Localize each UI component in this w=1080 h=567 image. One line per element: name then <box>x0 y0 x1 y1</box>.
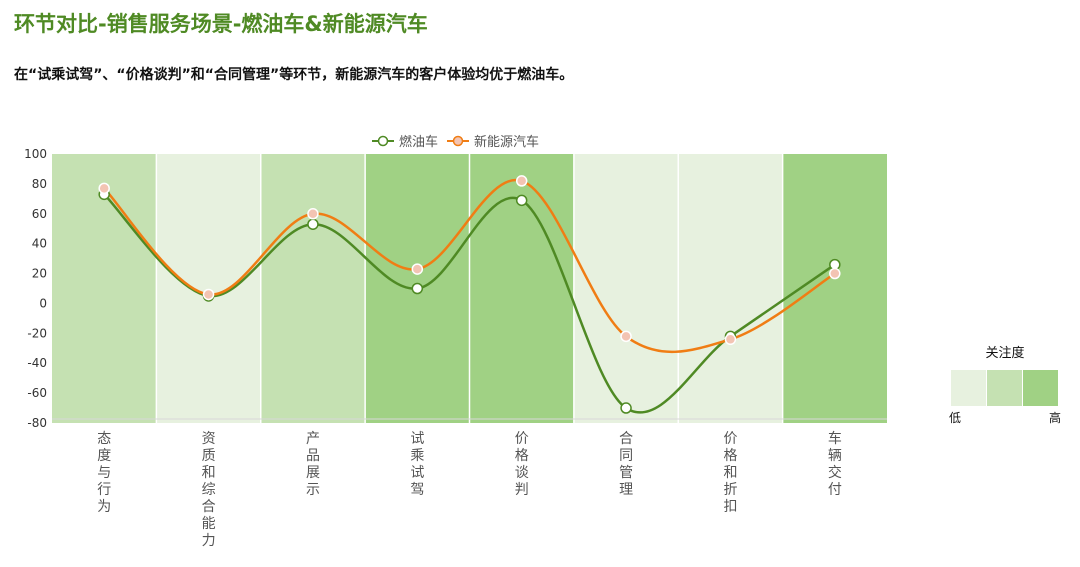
y-tick-label: 20 <box>32 267 47 281</box>
legend-label-ev: 新能源汽车 <box>474 134 539 150</box>
x-category-label: 合同管理 <box>619 431 633 498</box>
attention-scale-swatch <box>987 370 1022 406</box>
attention-scale-title: 关注度 <box>985 345 1024 361</box>
data-point-fuel <box>307 218 319 230</box>
y-tick-label: 80 <box>32 177 47 191</box>
x-category-label: 产品展示 <box>306 431 320 498</box>
y-axis: 100 80 60 40 20 0 -20 -40 -60 -80 <box>24 147 47 430</box>
x-category-label: 价格谈判 <box>515 431 529 498</box>
series-line-ev <box>103 178 836 354</box>
legend-marker-ev <box>452 135 464 147</box>
attention-band <box>260 154 366 423</box>
data-point-ev <box>202 288 215 301</box>
series-line-fuel <box>103 193 836 414</box>
y-tick-label: 40 <box>32 237 47 251</box>
attention-band <box>573 154 679 423</box>
attention-band <box>678 154 783 423</box>
data-point-fuel <box>411 282 424 295</box>
attention-band <box>156 154 261 423</box>
y-tick-label: 100 <box>24 147 47 161</box>
y-tick-label: -20 <box>27 326 47 340</box>
y-tick-label: 60 <box>32 207 47 221</box>
y-tick-label: -60 <box>27 386 47 400</box>
x-category-label: 态度与行为 <box>97 431 111 515</box>
attention-scale-low-label: 低 <box>949 411 961 425</box>
data-point-ev <box>829 267 841 280</box>
attention-scale-high-label: 高 <box>1049 410 1061 425</box>
series-group <box>98 175 841 414</box>
data-point-ev <box>515 175 528 187</box>
data-point-ev <box>724 333 737 346</box>
x-category-label: 车辆交付 <box>828 430 842 498</box>
chart-title: 环节对比-销售服务场景-燃油车&新能源汽车 <box>14 12 428 36</box>
data-point-ev <box>411 263 424 275</box>
x-category-label: 价格和折扣 <box>723 431 737 515</box>
legend-label-fuel: 燃油车 <box>399 134 438 150</box>
y-tick-label: -80 <box>27 416 47 430</box>
legend: 燃油车 新能源汽车 <box>372 134 539 150</box>
attention-bands <box>52 154 887 423</box>
chart-subtitle: 在“试乘试驾”、“价格谈判”和“合同管理”等环节，新能源汽车的客户体验均优于燃油… <box>14 67 574 83</box>
attention-band <box>469 154 574 423</box>
data-point-ev <box>620 330 632 343</box>
x-category-label: 资质和综合能力 <box>202 431 216 549</box>
data-point-ev <box>307 208 319 220</box>
data-point-ev <box>98 182 110 195</box>
attention-scale-swatch <box>951 370 986 406</box>
attention-scale-swatch <box>1023 370 1058 406</box>
legend-marker-fuel <box>377 135 389 147</box>
y-tick-label: -40 <box>27 356 47 370</box>
y-tick-label: 0 <box>39 296 47 310</box>
data-point-fuel <box>620 402 632 414</box>
x-axis: 态度与行为 资质和综合能力 产品展示 试乘试驾 价格谈判 合同管理 价格和折扣 车辆交付 <box>97 430 842 549</box>
data-point-fuel <box>515 194 528 207</box>
x-category-label: 试乘试驾 <box>410 431 424 498</box>
